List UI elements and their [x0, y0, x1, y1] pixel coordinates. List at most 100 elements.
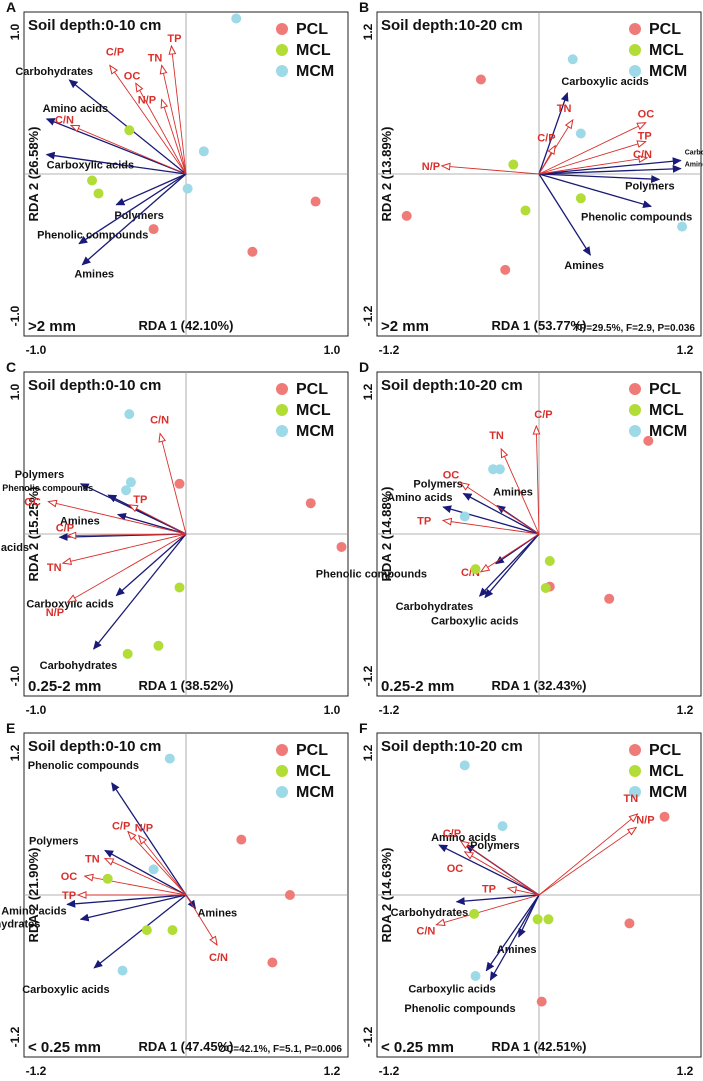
env-vector — [538, 142, 646, 175]
response-vector-label: Carboxylic acids — [561, 76, 648, 88]
sample-point-pcl — [500, 264, 511, 275]
y-axis-label: RDA 2 (14.88%) — [379, 487, 394, 582]
env-vector-label: N/P — [636, 815, 654, 827]
response-vector — [104, 849, 187, 896]
sample-point-pcl — [659, 811, 670, 822]
y-tick-top: 1.0 — [8, 23, 22, 40]
size-class-label: < 0.25 mm — [28, 1039, 101, 1056]
x-tick-right: 1.2 — [324, 1064, 341, 1078]
size-class-label: >2 mm — [381, 318, 429, 335]
env-vector-label: N/P — [135, 823, 153, 835]
sample-point-mcm — [459, 760, 470, 771]
sample-point-mcl — [544, 556, 555, 566]
sample-point-mcm — [497, 821, 508, 832]
legend-marker-mcl — [629, 765, 641, 777]
env-vector — [536, 426, 539, 535]
sample-point-mcm — [231, 13, 242, 24]
sample-point-mcl — [520, 205, 531, 216]
y-axis-label: RDA 2 (26.58%) — [26, 127, 41, 222]
response-vector-label: Phenolic compounds — [2, 483, 93, 493]
env-vector — [139, 836, 187, 896]
legend-label-mcm: MCM — [649, 784, 687, 801]
legend-label-pcl: PCL — [649, 742, 681, 759]
response-vector-label: Phenolic compounds — [404, 1003, 515, 1015]
env-vector-label: TN — [148, 52, 163, 64]
x-tick-left: -1.2 — [26, 1064, 47, 1078]
panel-letter: B — [359, 0, 369, 15]
response-vector-label: Amines — [493, 487, 533, 499]
x-tick-left: -1.2 — [379, 343, 400, 357]
legend-label-pcl: PCL — [296, 381, 328, 398]
panel-B: B Soil depth:10-20 cm >2 mm TP=29.5%, F=2.9… — [359, 0, 703, 357]
sample-point-mcl — [124, 125, 135, 136]
response-vector-label: Polymers — [29, 835, 79, 847]
response-vector-label: Carboxylic acids — [408, 984, 495, 996]
env-vector-label: OC — [61, 871, 78, 883]
sample-point-mcm — [182, 183, 193, 194]
panel-D: D Soil depth:10-20 cm 0.25-2 mm -1.2 1.2 1.2 -… — [316, 359, 702, 717]
sample-point-pcl — [174, 478, 185, 489]
sample-point-mcm — [117, 965, 128, 976]
x-tick-left: -1.2 — [379, 1064, 400, 1078]
legend-marker-pcl — [629, 23, 641, 35]
response-vector-label: Amines — [60, 516, 100, 528]
env-vector — [461, 483, 540, 535]
sample-point-mcl — [532, 914, 543, 925]
env-vector — [85, 876, 187, 896]
response-vector — [93, 894, 187, 969]
legend-label-pcl: PCL — [649, 381, 681, 398]
response-vector-label: Amino acids — [1, 905, 66, 917]
sample-point-pcl — [604, 593, 615, 604]
response-vector-label: Amino acids — [0, 542, 29, 554]
size-class-label: >2 mm — [28, 318, 76, 335]
sample-point-pcl — [643, 435, 654, 446]
y-tick-top: 1.2 — [361, 383, 375, 400]
y-tick-top: 1.2 — [8, 744, 22, 761]
response-vector — [116, 512, 187, 535]
response-vector — [538, 164, 682, 175]
env-vector-label: TN — [557, 103, 572, 115]
panel-title: Soil depth:10-20 cm — [381, 738, 523, 755]
legend-label-mcm: MCM — [296, 423, 334, 440]
x-tick-right: 1.2 — [677, 343, 694, 357]
response-vector-label: Phenolic compounds — [28, 760, 139, 772]
env-vector-label: TP — [482, 883, 496, 895]
response-vector-label: Amines — [497, 944, 537, 956]
response-vector-label: Phenolic compounds — [581, 211, 692, 223]
panel-title: Soil depth:0-10 cm — [28, 377, 161, 394]
sample-point-mcm — [575, 128, 586, 139]
env-vector-label: TN — [85, 854, 100, 866]
response-vector-label: Phenolic compounds — [37, 230, 148, 242]
sample-point-pcl — [247, 246, 258, 257]
response-vector — [489, 894, 540, 981]
response-vector-label: Carboxylic acids — [47, 160, 134, 172]
sample-point-mcl — [174, 582, 185, 593]
env-vector — [162, 99, 187, 175]
env-vector-label: C/P — [106, 46, 124, 58]
env-vector — [442, 166, 540, 175]
y-tick-bottom: -1.2 — [8, 1026, 22, 1047]
sample-point-mcm — [124, 409, 135, 420]
x-axis-label: RDA 1 (42.10%) — [139, 318, 234, 333]
sample-point-pcl — [284, 890, 295, 900]
response-vector — [79, 894, 187, 922]
legend-label-mcl: MCL — [649, 402, 684, 419]
size-class-label: 0.25-2 mm — [381, 678, 454, 695]
sample-point-mcl — [469, 908, 480, 919]
env-vector — [538, 146, 555, 175]
y-tick-top: 1.2 — [361, 23, 375, 40]
y-axis-label: RDA 2 (13.89%) — [379, 127, 394, 222]
env-vector — [63, 533, 187, 563]
y-tick-bottom: -1.2 — [361, 305, 375, 326]
legend-label-mcl: MCL — [296, 402, 331, 419]
legend-marker-mcm — [276, 425, 288, 437]
y-tick-top: 1.2 — [361, 744, 375, 761]
env-vector-label: TP — [167, 33, 181, 45]
y-tick-bottom: -1.2 — [361, 1026, 375, 1047]
sample-point-mcl — [102, 873, 113, 884]
x-tick-right: 1.2 — [677, 703, 694, 717]
sample-point-pcl — [236, 834, 247, 845]
x-tick-left: -1.0 — [26, 703, 47, 717]
env-vector-label: N/P — [46, 607, 64, 619]
response-vector-label: Amino acids — [43, 103, 108, 115]
